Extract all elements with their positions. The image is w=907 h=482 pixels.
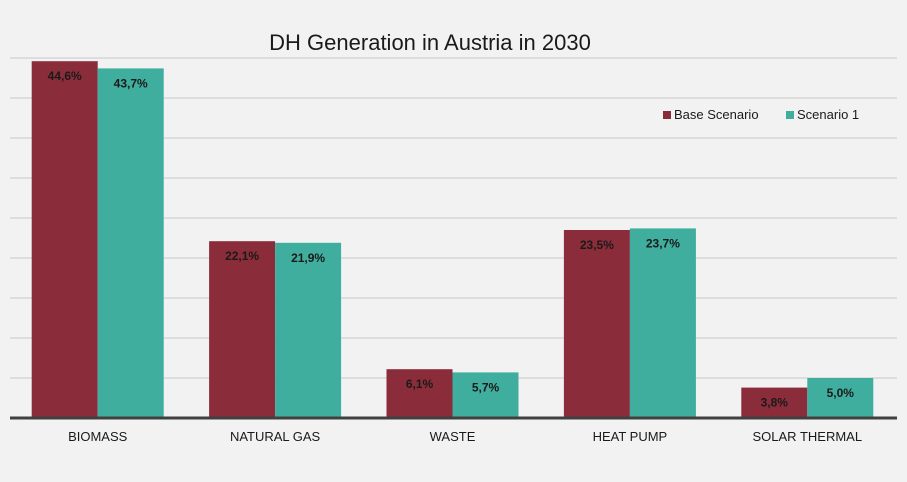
data-label: 22,1% xyxy=(225,249,259,263)
bar xyxy=(209,241,276,418)
data-label: 43,7% xyxy=(114,76,148,90)
data-label: 5,0% xyxy=(827,386,855,400)
bar xyxy=(807,378,874,418)
legend-label: Scenario 1 xyxy=(797,107,859,122)
data-labels: 44,6% 43,7% 22,1% 21,9% 6,1% 5,7% 23,5% 23,7% 3,… xyxy=(48,69,855,409)
legend-swatch xyxy=(786,111,794,119)
category-label: SOLAR THERMAL xyxy=(753,429,863,444)
legend: Base Scenario Scenario 1 xyxy=(663,107,859,122)
data-label: 5,7% xyxy=(472,380,500,394)
bar xyxy=(97,68,164,419)
data-label: 6,1% xyxy=(406,377,434,391)
bar xyxy=(629,228,696,418)
bar xyxy=(563,230,630,418)
bar xyxy=(386,369,453,418)
data-label: 23,7% xyxy=(646,236,680,250)
bar xyxy=(452,372,519,418)
data-label: 44,6% xyxy=(48,69,82,83)
data-label: 3,8% xyxy=(761,396,789,410)
data-label: 21,9% xyxy=(291,251,325,265)
category-labels: BIOMASS NATURAL GAS WASTE HEAT PUMP SOLAR TH… xyxy=(68,429,862,444)
category-label: NATURAL GAS xyxy=(230,429,321,444)
category-label: BIOMASS xyxy=(68,429,128,444)
legend-label: Base Scenario xyxy=(674,107,759,122)
category-label: HEAT PUMP xyxy=(593,429,668,444)
data-label: 23,5% xyxy=(580,238,614,252)
bar xyxy=(31,61,98,418)
legend-swatch xyxy=(663,111,671,119)
bars xyxy=(31,61,874,419)
category-label: WASTE xyxy=(430,429,476,444)
bar xyxy=(275,242,342,418)
bar xyxy=(741,387,808,418)
chart-title: DH Generation in Austria in 2030 xyxy=(269,30,591,55)
